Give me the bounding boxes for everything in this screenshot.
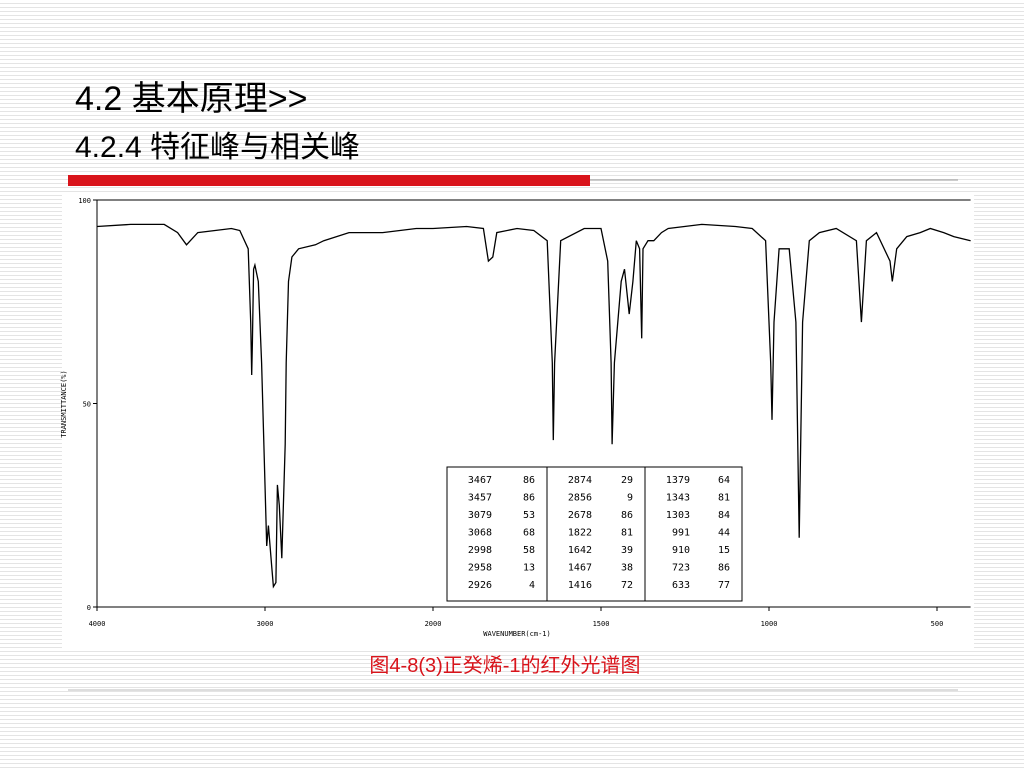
x-axis-label: WAVENUMBER(cm-1) — [483, 630, 550, 638]
spectrum-line — [96, 223, 971, 589]
x-tick-label: 3000 — [257, 620, 274, 628]
peak-transmittance: 86 — [718, 563, 730, 574]
peak-transmittance: 84 — [718, 510, 730, 521]
x-tick-label: 4000 — [89, 620, 106, 628]
peak-table-frame — [446, 466, 743, 602]
peak-transmittance: 72 — [621, 580, 633, 591]
peak-transmittance: 44 — [718, 528, 730, 539]
peak-wavenumber: 2926 — [468, 580, 492, 591]
x-tick-label: 2000 — [425, 620, 442, 628]
peak-transmittance: 58 — [523, 545, 535, 556]
peak-transmittance: 81 — [718, 493, 730, 504]
peak-transmittance: 53 — [523, 510, 535, 521]
peak-transmittance: 9 — [627, 493, 633, 504]
slide-subtitle: 4.2.4 特征峰与相关峰 — [75, 131, 360, 164]
y-tick-label: 0 — [87, 604, 91, 612]
peak-wavenumber: 1467 — [568, 563, 592, 574]
peak-wavenumber: 723 — [672, 563, 690, 574]
peak-transmittance: 29 — [621, 475, 633, 486]
slide-title: 4.2 基本原理>> — [75, 80, 307, 118]
peak-transmittance: 15 — [718, 545, 730, 556]
y-axis-label: TRANSMITTANCE(%) — [60, 370, 68, 437]
peak-transmittance: 68 — [523, 528, 535, 539]
x-tick-label: 1000 — [761, 620, 778, 628]
y-tick-label: 50 — [83, 401, 91, 409]
peak-wavenumber: 633 — [672, 580, 690, 591]
peak-transmittance: 86 — [523, 493, 535, 504]
peak-wavenumber: 1642 — [568, 545, 592, 556]
x-tick-label: 500 — [931, 620, 944, 628]
peak-wavenumber: 2678 — [568, 510, 592, 521]
peak-wavenumber: 2856 — [568, 493, 592, 504]
peak-wavenumber: 3457 — [468, 493, 492, 504]
peak-wavenumber: 1416 — [568, 580, 592, 591]
peak-transmittance: 39 — [621, 545, 633, 556]
peak-wavenumber: 991 — [672, 528, 690, 539]
peak-transmittance: 64 — [718, 475, 730, 486]
peak-transmittance: 13 — [523, 563, 535, 574]
peak-wavenumber: 3467 — [468, 475, 492, 486]
peak-wavenumber: 1379 — [666, 475, 690, 486]
peak-wavenumber: 2958 — [468, 563, 492, 574]
peak-transmittance: 81 — [621, 528, 633, 539]
peak-wavenumber: 1822 — [568, 528, 592, 539]
peak-wavenumber: 910 — [672, 545, 690, 556]
caption: 图4-8(3)正癸烯-1的红外光谱图 — [369, 654, 640, 677]
peak-wavenumber: 1303 — [666, 510, 690, 521]
y-tick-label: 100 — [78, 197, 91, 205]
peak-wavenumber: 2874 — [568, 475, 592, 486]
peak-transmittance: 4 — [529, 580, 535, 591]
chart: 0 50 100 4000 3000 2000 1500 1000 500 WAVENUMBER(… — [60, 197, 971, 638]
peak-wavenumber: 1343 — [666, 493, 690, 504]
peak-transmittance: 38 — [621, 563, 633, 574]
peak-wavenumber: 3068 — [468, 528, 492, 539]
peak-transmittance: 86 — [621, 510, 633, 521]
peak-transmittance: 77 — [718, 580, 730, 591]
title-bar — [68, 175, 590, 186]
peak-transmittance: 86 — [523, 475, 535, 486]
peak-wavenumber: 3079 — [468, 510, 492, 521]
x-tick-label: 1500 — [593, 620, 610, 628]
peak-wavenumber: 2998 — [468, 545, 492, 556]
